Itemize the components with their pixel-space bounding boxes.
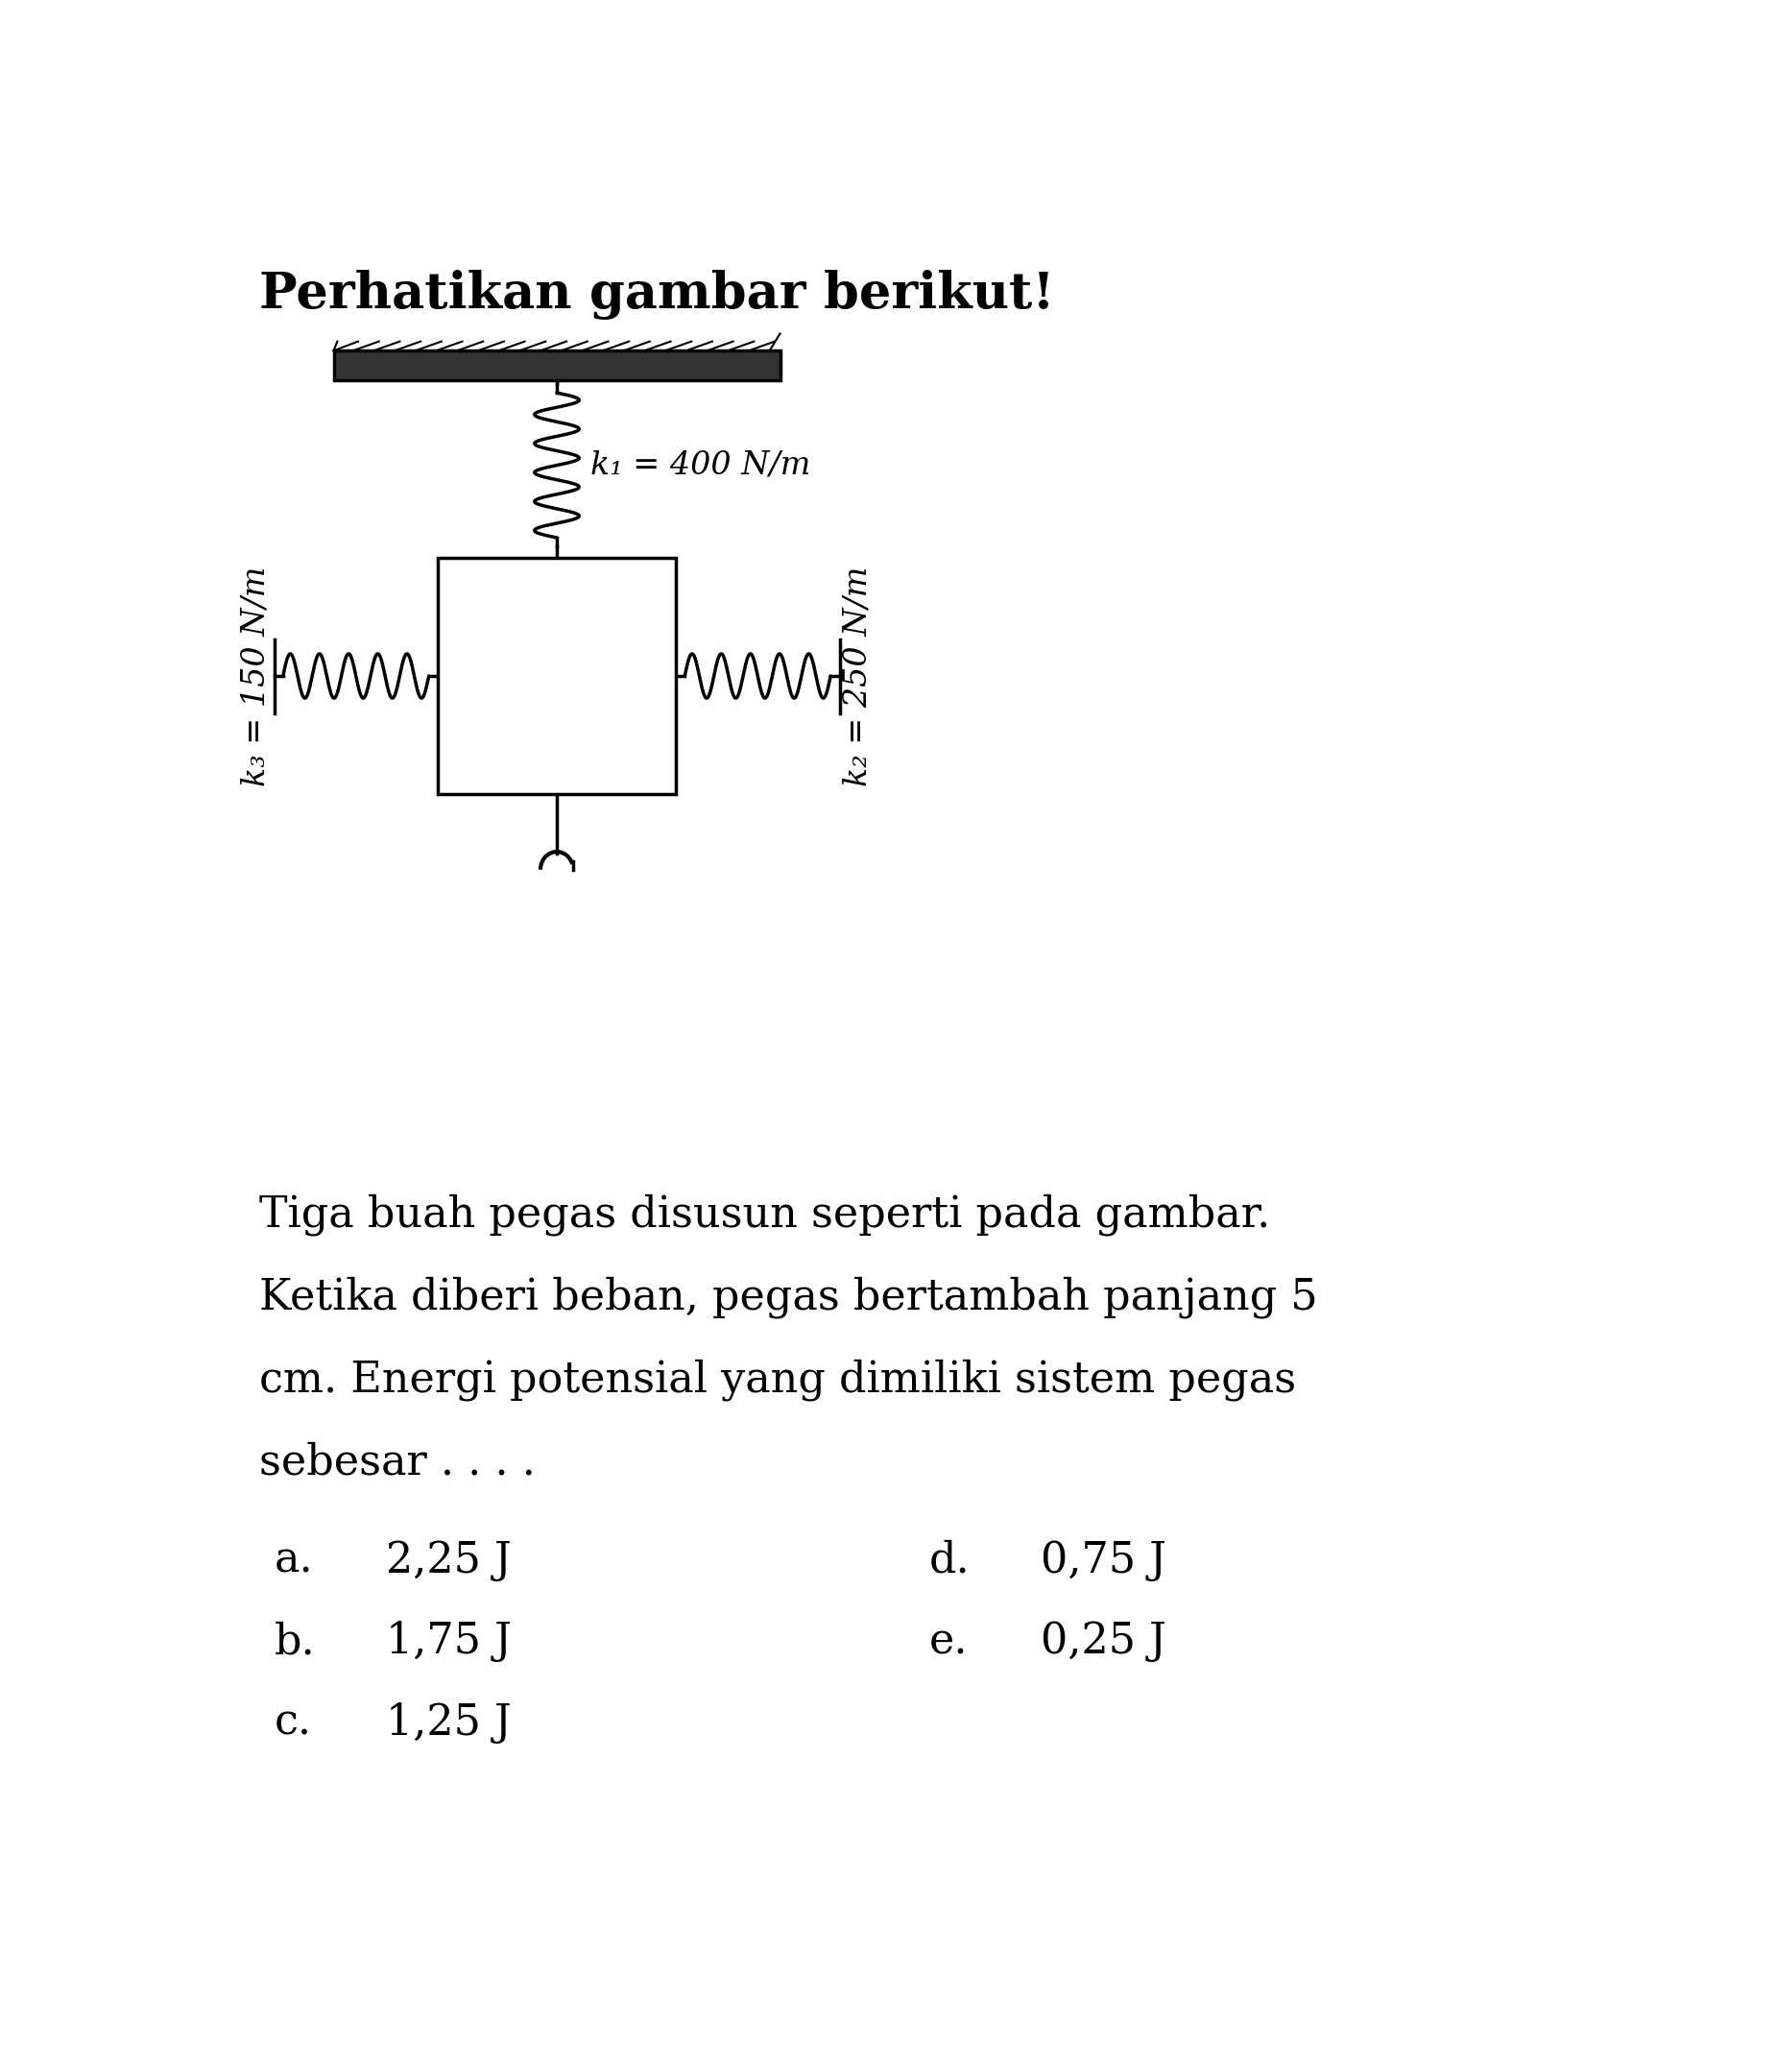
Text: 1,75 J: 1,75 J [385,1620,511,1662]
Text: k₂ = 250 N/m: k₂ = 250 N/m [844,566,874,785]
Text: cm. Energi potensial yang dimiliki sistem pegas: cm. Energi potensial yang dimiliki siste… [259,1359,1296,1401]
Text: d.: d. [929,1539,970,1581]
Text: 1,25 J: 1,25 J [385,1701,511,1743]
Text: sebesar . . . .: sebesar . . . . [259,1442,535,1484]
Text: Perhatikan gambar berikut!: Perhatikan gambar berikut! [259,269,1055,319]
Bar [334,350,780,381]
Text: k₁ = 400 N/m: k₁ = 400 N/m [590,450,810,481]
Text: k₃ = 150 N/m: k₃ = 150 N/m [240,566,270,785]
Text: 0,75 J: 0,75 J [1041,1539,1167,1581]
Text: b.: b. [274,1620,314,1662]
Text: c.: c. [274,1701,311,1743]
Text: Ketika diberi beban, pegas bertambah panjang 5: Ketika diberi beban, pegas bertambah pan… [259,1276,1318,1318]
Text: 2,25 J: 2,25 J [385,1539,511,1581]
Text: 0,25 J: 0,25 J [1041,1620,1167,1662]
Bar [437,557,677,794]
Text: Tiga buah pegas disusun seperti pada gambar.: Tiga buah pegas disusun seperti pada gam… [259,1193,1270,1235]
Text: a.: a. [274,1539,313,1581]
Text: e.: e. [929,1620,968,1662]
